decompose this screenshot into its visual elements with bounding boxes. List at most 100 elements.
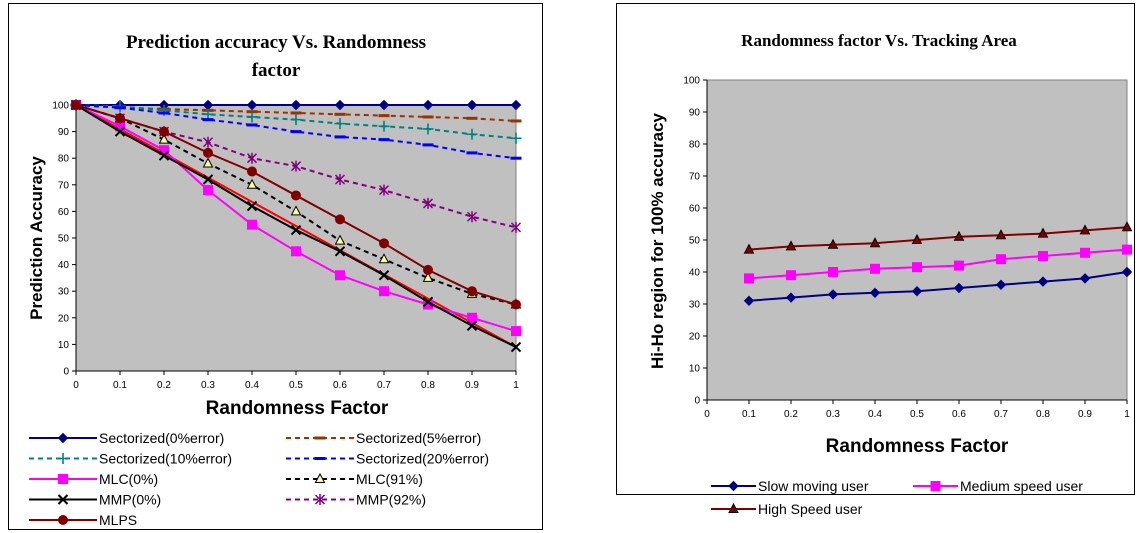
chart-title-line-1: Prediction accuracy Vs. Randomness	[126, 32, 426, 53]
data-point	[912, 262, 922, 273]
data-point	[1121, 266, 1133, 278]
legend-marker	[314, 472, 326, 483]
legend-marker	[314, 436, 326, 440]
y-tick-label: 60	[689, 204, 701, 215]
x-tick-label: 0.8	[1036, 409, 1050, 420]
data-point	[996, 254, 1006, 265]
data-point	[911, 233, 923, 244]
data-point	[334, 112, 346, 116]
data-point	[827, 289, 839, 300]
data-point	[1037, 276, 1049, 287]
chart-panel-prediction-accuracy: Prediction accuracy Vs. Randomness facto…	[8, 3, 543, 530]
data-point	[467, 312, 477, 323]
data-point	[510, 132, 522, 144]
data-point	[290, 205, 302, 216]
data-point	[246, 178, 258, 189]
y-tick-label: 80	[58, 154, 70, 165]
data-point	[510, 341, 522, 353]
legend-marker	[314, 457, 326, 460]
data-point	[1079, 273, 1091, 284]
y-tick-label: 0	[63, 367, 69, 378]
data-point	[291, 190, 301, 201]
data-point	[71, 100, 81, 110]
data-point	[466, 211, 478, 223]
axes: 0 10 20 30 40 50 60 70 80 90 100 0 0.1 0.2 0.3 0.4 0.5 0.…	[683, 76, 1130, 421]
data-point	[1121, 221, 1133, 232]
data-point	[510, 99, 522, 111]
y-tick-label: 0	[694, 396, 700, 407]
legend-label: Slow moving user	[758, 478, 869, 494]
data-point	[995, 229, 1007, 240]
data-point	[467, 286, 477, 297]
legend-marker	[930, 481, 941, 491]
data-point	[953, 230, 965, 241]
series-line	[748, 226, 1128, 251]
data-point	[379, 238, 389, 249]
data-point	[827, 238, 839, 249]
data-point	[158, 111, 170, 115]
data-point	[290, 111, 302, 115]
data-point	[202, 118, 214, 122]
data-point	[378, 120, 390, 132]
series-mlps	[71, 100, 521, 310]
x-tick-label: 0.9	[465, 380, 479, 391]
x-tick-label: 0.5	[910, 409, 924, 420]
data-point	[291, 246, 301, 257]
data-point	[334, 246, 346, 257]
data-point	[247, 219, 257, 230]
x-tick-label: 0.1	[113, 380, 127, 391]
data-point	[290, 99, 302, 111]
y-tick-label: 80	[689, 140, 701, 151]
legend-entry-high-speed-user: High Speed user	[711, 501, 863, 517]
data-point	[115, 113, 125, 124]
legend-label: Medium speed user	[960, 478, 1083, 494]
legend-label: Sectorized(0%error)	[99, 430, 224, 446]
data-point	[1080, 247, 1090, 258]
data-point	[422, 99, 434, 111]
data-point	[335, 214, 345, 225]
data-point	[378, 270, 390, 281]
data-point	[202, 136, 214, 148]
prediction-accuracy-chart: Prediction accuracy Vs. Randomness facto…	[27, 32, 522, 528]
tracking-area-chart: Randomness factor Vs. Tracking Area 0102…	[648, 31, 1133, 517]
data-point	[743, 243, 755, 254]
data-point	[466, 320, 478, 331]
y-tick-label: 30	[689, 300, 701, 311]
data-point	[246, 99, 258, 111]
y-tick-label: 30	[58, 287, 70, 298]
data-point	[203, 147, 213, 158]
x-tick-label: 0.8	[421, 380, 435, 391]
data-point	[466, 151, 478, 155]
y-tick-label: 20	[689, 332, 701, 343]
data-point	[202, 174, 214, 185]
data-point	[422, 296, 434, 308]
x-tick-label: 0.3	[201, 380, 215, 391]
data-point	[423, 264, 433, 275]
y-tick-label: 40	[58, 260, 70, 271]
x-tick-label: 0.7	[994, 409, 1008, 420]
data-point	[869, 237, 881, 248]
x-tick-label: 0	[704, 409, 710, 420]
data-point	[335, 270, 345, 281]
x-tick-label: 0.6	[952, 409, 966, 420]
chart-title-line-2: factor	[252, 60, 301, 81]
x-tick-label: 0.4	[245, 380, 259, 391]
x-tick-label: 0.1	[742, 409, 756, 420]
legend: Slow moving user Medium speed user High Sp…	[711, 478, 1083, 517]
x-tick-label: 0.2	[784, 409, 798, 420]
y-axis-title: Prediction Accuracy	[27, 156, 46, 320]
x-tick-label: 0.2	[157, 380, 171, 391]
legend-entry-sectorized-5-error: Sectorized(5%error)	[286, 430, 481, 446]
legend-entry-mmp-0: MMP(0%)	[29, 492, 161, 508]
legend-label: MMP(0%)	[99, 492, 161, 508]
plot-area	[75, 104, 517, 372]
legend-marker	[728, 502, 739, 513]
y-tick-label: 90	[58, 127, 70, 138]
x-tick-label: 0.4	[868, 409, 882, 420]
data-point	[1038, 251, 1048, 261]
data-point	[114, 126, 126, 137]
y-tick-label: 90	[689, 108, 701, 119]
data-point	[247, 166, 257, 177]
data-point	[422, 115, 434, 119]
x-tick-label: 0.7	[377, 380, 391, 391]
